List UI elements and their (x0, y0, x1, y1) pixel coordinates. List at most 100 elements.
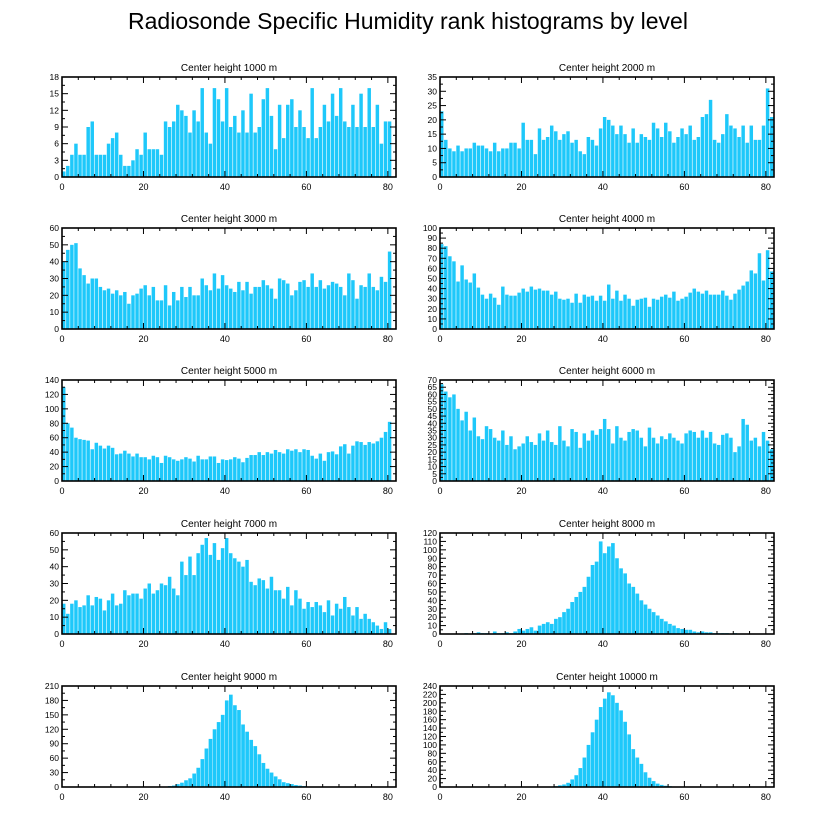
bar (192, 575, 196, 634)
bar (488, 429, 493, 481)
bar (70, 154, 74, 177)
bar (265, 88, 270, 177)
bar (655, 615, 660, 634)
bar (351, 280, 355, 329)
bar (647, 608, 652, 634)
x-tick-label: 60 (679, 639, 689, 649)
bar (607, 429, 611, 481)
bar (204, 748, 209, 787)
bar (590, 732, 595, 787)
bar (249, 93, 253, 177)
bar (224, 460, 229, 481)
bar (216, 288, 221, 329)
y-tick-label: 0 (432, 629, 437, 639)
y-tick-label: 12 (50, 105, 60, 115)
bar (602, 418, 607, 481)
bar (184, 297, 188, 329)
y-tick-label: 80 (428, 243, 438, 253)
bar (375, 441, 380, 481)
bar (611, 125, 615, 177)
bar (721, 134, 725, 177)
bar (460, 265, 464, 329)
bar (765, 440, 770, 481)
bar (306, 449, 310, 481)
bar (338, 608, 343, 634)
y-tick-label: 40 (50, 447, 60, 457)
bar (139, 154, 143, 177)
bar (383, 121, 388, 177)
y-tick-label: 180 (423, 706, 437, 716)
bar (721, 434, 725, 481)
bar (286, 783, 290, 787)
bar (529, 442, 534, 481)
y-tick-label: 60 (50, 528, 60, 538)
bar (237, 561, 241, 634)
chart-title: Center height 2000 m (559, 63, 655, 74)
bar (110, 447, 115, 481)
bar (623, 134, 627, 177)
bar (367, 273, 371, 329)
bar (139, 288, 143, 329)
bar (310, 273, 314, 329)
bar (163, 285, 168, 329)
bar (545, 622, 550, 634)
bar (281, 782, 286, 787)
bar (664, 122, 668, 177)
bar (769, 271, 774, 329)
bar (261, 762, 266, 787)
bar (594, 434, 599, 481)
bar (578, 151, 582, 177)
bar (545, 137, 550, 177)
bar (151, 286, 156, 329)
bar (184, 115, 188, 177)
bar (627, 734, 632, 787)
bar (696, 632, 701, 634)
x-tick-label: 80 (383, 639, 393, 649)
y-tick-label: 30 (428, 604, 438, 614)
bar (237, 458, 241, 481)
bar (708, 99, 713, 177)
bar (347, 127, 351, 177)
bar (476, 145, 481, 177)
bar (62, 387, 66, 481)
bar (281, 453, 286, 481)
bar (338, 446, 343, 481)
bar (383, 622, 388, 634)
bar (127, 453, 131, 481)
bar (363, 613, 367, 634)
bar (497, 440, 501, 481)
bar (631, 749, 636, 787)
bar (229, 553, 233, 634)
bar (582, 294, 587, 329)
bar (245, 731, 249, 787)
bar (220, 121, 225, 177)
x-tick-label: 60 (679, 486, 689, 496)
bar (171, 459, 176, 481)
bar (269, 115, 274, 177)
bar (330, 281, 335, 329)
y-tick-label: 10 (428, 143, 438, 153)
bar (102, 610, 107, 634)
bar (135, 593, 139, 634)
bar (688, 125, 692, 177)
chart-title: Center height 5000 m (181, 366, 277, 377)
y-tick-label: 0 (54, 629, 59, 639)
bar (615, 426, 619, 481)
bar (460, 420, 464, 481)
x-tick-label: 60 (679, 182, 689, 192)
bar (318, 127, 323, 177)
bar (273, 449, 278, 481)
bar (314, 286, 318, 329)
bar (147, 295, 151, 329)
bar (749, 440, 754, 481)
bar (692, 288, 696, 329)
bar (249, 293, 253, 329)
bar (627, 298, 631, 329)
bar (651, 612, 656, 634)
bar (379, 276, 384, 329)
bar (302, 449, 306, 481)
bar (66, 249, 70, 329)
page-title: Radiosonde Specific Humidity rank histog… (128, 8, 688, 34)
bar (261, 280, 266, 329)
bar (322, 288, 327, 329)
